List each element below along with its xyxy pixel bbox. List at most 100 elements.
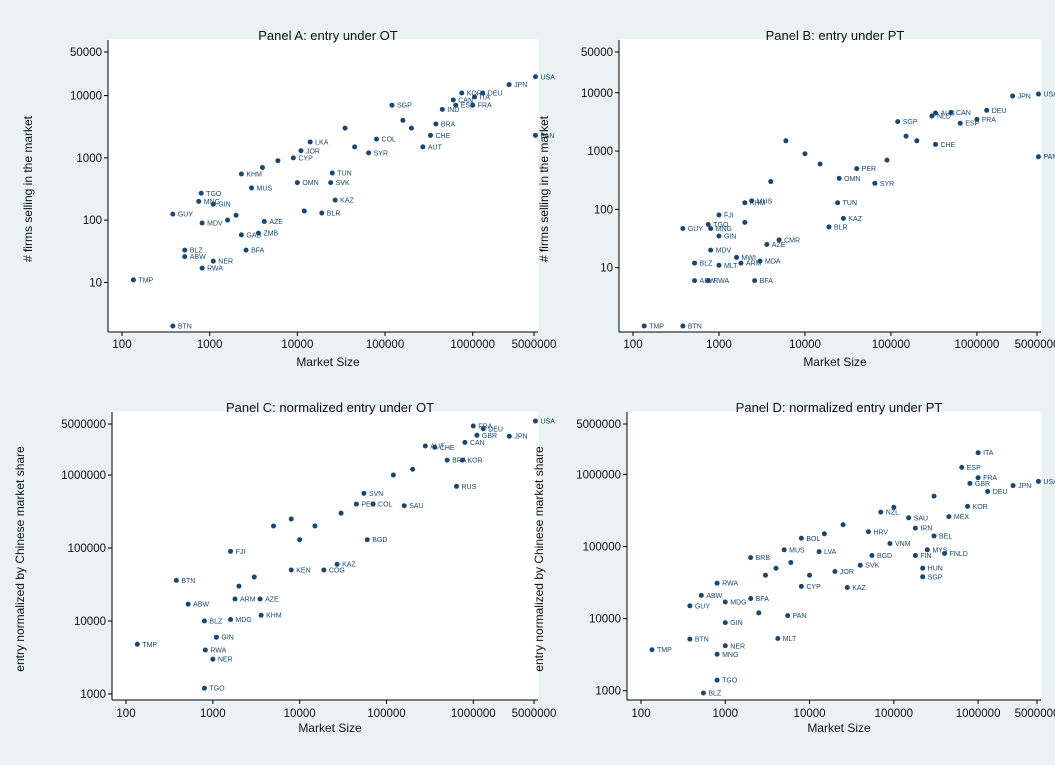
panel-b: Panel B: entry under PT 10 100 1000 10000 500…	[537, 28, 1055, 369]
data-point	[173, 577, 179, 583]
data-point	[202, 647, 208, 653]
data-point	[957, 120, 963, 126]
data-point	[298, 148, 304, 154]
x-tick-label: 100000	[366, 339, 404, 351]
data-point	[764, 241, 770, 247]
y-axis-title: # firms selling in the market	[537, 115, 551, 262]
data-point	[1035, 478, 1041, 484]
data-point	[705, 278, 711, 284]
data-point	[334, 561, 340, 567]
point-label: BFA	[756, 596, 770, 603]
point-label: AZE	[265, 597, 279, 604]
point-label: BLR	[834, 224, 848, 231]
data-point	[1035, 91, 1041, 97]
data-point	[182, 247, 188, 253]
point-label: GIN	[218, 202, 230, 209]
data-point	[210, 201, 216, 207]
point-label: BLZ	[700, 261, 714, 268]
data-point	[783, 138, 789, 144]
point-label: GIN	[221, 635, 233, 642]
data-point	[370, 501, 376, 507]
data-point	[832, 569, 838, 575]
point-label: SGP	[928, 574, 943, 581]
data-point	[290, 155, 296, 161]
x-axis-title: Market Size	[807, 721, 871, 735]
point-label: MNG	[722, 652, 738, 659]
data-point	[288, 516, 294, 522]
data-point	[480, 426, 486, 432]
data-point	[401, 503, 407, 509]
data-point	[472, 94, 478, 100]
data-point	[802, 151, 808, 157]
data-point	[742, 219, 748, 225]
data-point	[948, 109, 954, 115]
data-point	[807, 572, 813, 578]
point-label: BLZ	[190, 248, 204, 255]
point-label: BTN	[181, 578, 195, 585]
point-label: CAN	[956, 110, 971, 117]
y-tick-label: 10000	[70, 91, 102, 103]
data-point	[716, 212, 722, 218]
data-point	[332, 197, 338, 203]
point-label: GUY	[688, 226, 704, 233]
point-label: TGO	[206, 191, 222, 198]
data-point	[891, 504, 897, 510]
data-point	[781, 547, 787, 553]
point-label: TMP	[142, 642, 157, 649]
point-label: AUT	[430, 443, 445, 450]
point-label: BRA	[452, 458, 467, 465]
point-label: FNLD	[950, 551, 968, 558]
data-point	[942, 550, 948, 556]
point-label: MLT	[783, 636, 797, 643]
point-label: COL	[378, 502, 393, 509]
point-label: VNM	[895, 541, 911, 548]
x-tick-label: 100	[623, 339, 642, 351]
point-label: KOR	[467, 90, 482, 97]
data-point	[884, 157, 890, 163]
x-tick-label: 1000	[706, 339, 732, 351]
data-point	[328, 180, 334, 186]
data-point	[887, 541, 893, 547]
data-point	[432, 444, 438, 450]
data-point	[933, 110, 939, 116]
point-label: BFA	[251, 248, 265, 255]
data-point	[965, 503, 971, 509]
y-tick-label: 5000000	[61, 419, 106, 431]
data-point	[692, 260, 698, 266]
data-point	[228, 616, 234, 622]
data-point	[722, 620, 728, 626]
data-point	[641, 323, 647, 329]
point-label: GBR	[482, 433, 497, 440]
data-point	[708, 225, 714, 231]
point-label: SGP	[903, 119, 918, 126]
x-tick-label: 1000	[200, 708, 226, 720]
data-point	[257, 596, 263, 602]
data-point	[389, 102, 395, 108]
data-point	[869, 553, 875, 559]
data-point	[924, 547, 930, 553]
data-point	[210, 656, 216, 662]
data-point	[903, 133, 909, 139]
point-label: BLR	[327, 211, 341, 218]
point-label: MLT	[724, 263, 738, 270]
data-point	[271, 523, 277, 529]
point-label: BOL	[806, 536, 820, 543]
point-label: MDG	[236, 617, 252, 624]
data-point	[748, 596, 754, 602]
point-label: KOR	[467, 458, 482, 465]
point-label: TMP	[649, 324, 664, 331]
x-tick-label: 5000000	[1015, 339, 1055, 351]
point-label: MUS	[757, 198, 773, 205]
data-point	[680, 225, 686, 231]
point-label: CYP	[298, 155, 313, 162]
data-point	[185, 601, 191, 607]
point-label: MNG	[716, 226, 732, 233]
point-label: ABW	[193, 602, 209, 609]
x-tick-label: 5000000	[1015, 708, 1055, 720]
data-point	[931, 533, 937, 539]
data-point	[878, 509, 884, 515]
point-label: KOR	[973, 504, 988, 511]
point-label: FIN	[920, 553, 931, 560]
point-label: ABW	[706, 593, 722, 600]
y-tick-label: 1000000	[576, 469, 621, 481]
